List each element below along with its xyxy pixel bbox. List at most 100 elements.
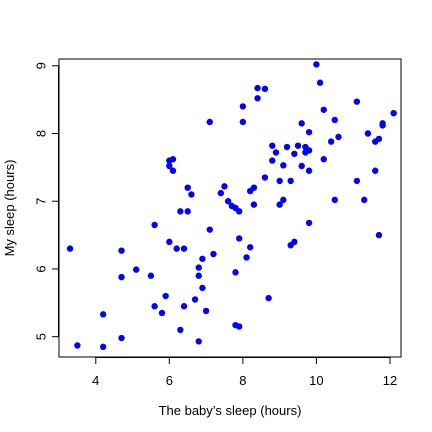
data-point xyxy=(235,323,243,330)
data-point xyxy=(254,84,261,92)
data-point xyxy=(276,201,283,208)
data-point xyxy=(184,208,191,215)
data-point xyxy=(250,184,258,191)
x-tick-label: 12 xyxy=(383,373,397,388)
y-tick-label: 9 xyxy=(34,62,49,69)
data-point xyxy=(280,162,287,169)
data-point xyxy=(313,61,320,68)
data-point xyxy=(232,269,239,276)
data-point xyxy=(177,326,184,334)
data-point xyxy=(169,156,177,163)
data-point xyxy=(261,174,269,181)
y-axis: 5 6 7 8 9 xyxy=(34,62,59,340)
y-tick-label: 5 xyxy=(34,333,49,340)
data-point xyxy=(199,255,206,262)
data-point xyxy=(199,284,206,292)
data-point xyxy=(195,264,202,271)
data-point xyxy=(353,98,361,105)
y-axis-label: My sleep (hours) xyxy=(2,160,17,257)
data-point xyxy=(118,273,125,281)
data-point xyxy=(177,208,184,215)
data-point xyxy=(375,231,383,239)
data-point xyxy=(261,85,269,93)
y-tick-label: 7 xyxy=(34,198,49,205)
data-point xyxy=(375,135,383,143)
x-tick-label: 8 xyxy=(239,373,246,388)
data-point xyxy=(239,103,247,110)
data-point xyxy=(335,133,342,141)
data-point xyxy=(74,342,81,349)
data-point xyxy=(166,162,173,170)
data-point xyxy=(320,106,327,113)
data-point xyxy=(99,343,107,351)
data-points xyxy=(66,61,397,351)
data-point xyxy=(291,238,298,246)
data-point xyxy=(169,167,177,174)
data-point xyxy=(372,167,379,174)
data-point xyxy=(291,150,298,158)
data-point xyxy=(305,147,313,154)
data-point xyxy=(239,118,247,126)
data-point xyxy=(353,177,361,185)
x-axis: 4 6 8 10 12 xyxy=(92,357,397,388)
data-point xyxy=(379,120,386,127)
data-point xyxy=(118,247,125,254)
data-point xyxy=(151,221,158,229)
data-point xyxy=(294,142,302,149)
data-point xyxy=(327,138,335,145)
data-point xyxy=(320,156,327,163)
data-point xyxy=(191,296,199,303)
data-point xyxy=(331,196,339,204)
data-point xyxy=(210,250,217,258)
data-point xyxy=(202,307,210,315)
data-point xyxy=(331,116,339,124)
data-point xyxy=(305,128,313,136)
data-point xyxy=(66,245,74,252)
data-point xyxy=(235,208,243,215)
data-point xyxy=(206,118,213,126)
data-point xyxy=(243,254,250,261)
data-point xyxy=(195,272,202,279)
data-point xyxy=(158,309,166,317)
data-point xyxy=(206,226,213,233)
x-tick-label: 6 xyxy=(166,373,173,388)
data-point xyxy=(283,143,291,151)
data-point xyxy=(250,201,258,208)
data-point xyxy=(173,245,180,252)
data-point xyxy=(265,294,272,302)
data-point xyxy=(147,272,155,279)
data-point xyxy=(188,191,195,198)
y-tick-label: 6 xyxy=(34,265,49,272)
data-point xyxy=(151,303,158,310)
data-point xyxy=(166,238,173,246)
data-point xyxy=(221,183,228,190)
data-point xyxy=(269,157,276,164)
data-point xyxy=(184,184,191,191)
y-tick-label: 8 xyxy=(34,130,49,137)
data-point xyxy=(305,167,313,174)
data-point xyxy=(118,334,125,342)
data-point xyxy=(133,266,140,273)
data-point xyxy=(305,219,313,227)
data-point xyxy=(390,109,397,117)
data-point xyxy=(364,130,372,137)
data-point xyxy=(180,303,188,310)
data-point xyxy=(298,162,305,170)
data-point xyxy=(280,196,287,204)
x-axis-label: The baby’s sleep (hours) xyxy=(159,403,302,418)
data-point xyxy=(217,189,225,197)
data-point xyxy=(162,292,169,300)
data-point xyxy=(287,177,294,185)
data-point xyxy=(180,245,188,252)
data-point xyxy=(298,120,305,127)
data-point xyxy=(224,198,232,205)
data-point xyxy=(276,177,283,185)
data-point xyxy=(254,95,261,102)
data-point xyxy=(269,142,276,149)
x-tick-label: 10 xyxy=(309,373,323,388)
data-point xyxy=(195,338,202,345)
data-point xyxy=(99,311,107,318)
data-point xyxy=(316,79,324,86)
x-tick-label: 4 xyxy=(92,373,99,388)
